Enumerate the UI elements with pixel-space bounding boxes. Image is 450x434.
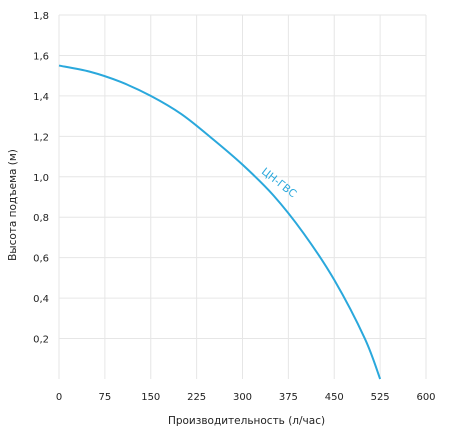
y-tick-label: 0,6 <box>33 254 49 265</box>
grid <box>58 14 427 379</box>
y-tick-label: 1,4 <box>33 92 49 103</box>
x-tick-label: 525 <box>371 392 390 403</box>
x-tick-label: 150 <box>141 392 160 403</box>
x-tick-label: 300 <box>233 392 252 403</box>
series-label-cn-gvs: ЦН-ГВС <box>259 166 299 201</box>
y-axis-label: Высота подъема (м) <box>7 149 19 261</box>
x-tick-label: 375 <box>279 392 298 403</box>
y-tick-label: 0,8 <box>33 213 49 224</box>
x-tick-label: 450 <box>325 392 344 403</box>
x-tick-label: 75 <box>99 392 112 403</box>
y-tick-label: 1,6 <box>33 51 49 62</box>
series-line-cn-gvs <box>58 64 382 380</box>
y-tick-label: 0,2 <box>33 335 49 346</box>
x-tick-label: 600 <box>416 392 435 403</box>
x-tick-label: 0 <box>56 392 62 403</box>
x-axis-ticks: 0 75 150 225 300 375 450 525 600 <box>56 392 436 403</box>
y-tick-label: 0,4 <box>33 294 49 305</box>
x-tick-label: 225 <box>187 392 206 403</box>
x-axis-label: Производительность (л/час) <box>168 415 325 427</box>
y-tick-label: 1,2 <box>33 132 49 143</box>
y-tick-label: 1,0 <box>33 173 49 184</box>
y-axis-ticks: 0,2 0,4 0,6 0,8 1,0 1,2 1,4 1,6 1,8 <box>33 11 49 346</box>
y-tick-label: 1,8 <box>33 11 49 22</box>
